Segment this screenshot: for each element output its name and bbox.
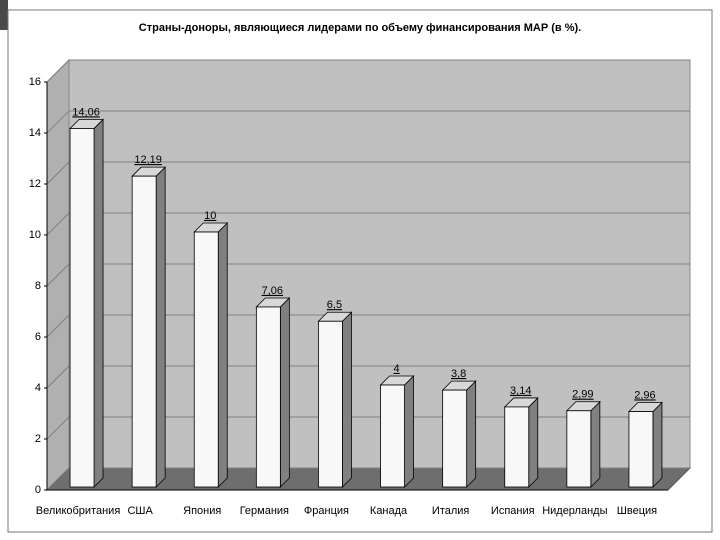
value-label: 4 [393,363,399,375]
x-tick-label: Нидерланды [542,505,607,517]
bar [255,297,291,488]
x-tick-label: Канада [370,505,408,517]
bar-face [69,128,95,488]
bar-face [380,384,405,488]
y-tick-label: 14 [29,127,41,139]
grid-line [46,416,690,440]
y-tick-label: 0 [35,484,41,496]
chart-title: Страны-доноры, являющиеся лидерами по об… [139,22,581,34]
y-tick-label: 12 [29,178,41,190]
bar [565,400,601,488]
x-tick-label: США [127,505,153,517]
bar [627,401,663,488]
bar-face [404,375,414,488]
y-tick-label: 16 [29,76,41,88]
bar-face [93,118,104,488]
grid-line [46,59,690,83]
plot-area: 0 2 4 6 8 10 12 14 16 Великобритания 14,06 США 12,19… [29,58,692,517]
value-label: 10 [204,210,216,222]
value-label: 6,5 [327,299,342,311]
bar-face [652,401,663,488]
bar-face [528,396,539,488]
y-tick-label: 4 [35,382,41,394]
x-tick-label: Италия [432,505,470,517]
bar [441,380,477,488]
y-tick-label: 2 [35,433,41,445]
x-tick-label: Германия [240,505,289,517]
bar [193,222,229,488]
bar-face [217,222,228,488]
bar [317,311,353,488]
grid-line [46,212,690,236]
value-label: 2,96 [634,389,655,401]
bar-face [504,406,530,488]
y-tick-label: 8 [35,280,41,292]
x-tick-label: Франция [304,505,349,517]
y-tick-label: 10 [29,229,41,241]
x-tick-label: Япония [183,505,221,517]
value-label: 14,06 [72,106,100,118]
bar-face [193,231,219,488]
bar [69,118,105,488]
bar-face [255,306,281,488]
value-label: 3,8 [451,368,466,380]
bar-face [442,389,468,488]
value-label: 2,99 [572,389,593,401]
grid-line [46,263,690,287]
bar-face [279,297,290,488]
bar [131,166,167,488]
bar-face [628,411,654,488]
value-label: 12,19 [134,154,162,166]
x-tick-label: Швеция [617,505,657,517]
value-label: 3,14 [510,385,531,397]
bar [379,375,415,488]
y-tick-label: 6 [35,331,41,343]
bar-face [590,400,601,488]
grid-line [46,314,690,338]
grid-line [46,110,690,134]
bar [503,396,539,488]
bar-face [318,320,343,488]
x-tick-label: Испания [491,505,535,517]
bar-face [566,410,592,488]
grid-line [46,161,690,185]
bar-face [155,166,166,488]
x-tick-label: Великобритания [36,505,121,517]
bar-face [131,175,157,488]
grid-line [46,365,690,389]
bar-face [466,380,477,488]
grid-line [46,467,690,491]
value-label: 7,06 [262,285,283,297]
bar-face [342,311,352,488]
slide-decoration [0,0,8,30]
